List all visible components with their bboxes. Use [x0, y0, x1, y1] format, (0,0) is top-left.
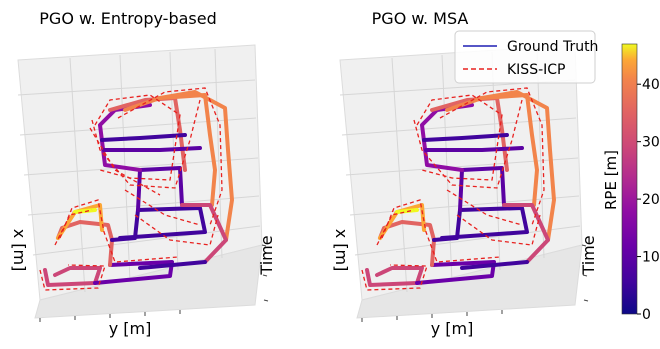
colorbar-gradient [621, 43, 638, 315]
colorbar-tick-label: 10 [642, 250, 660, 266]
time-axis-label: Time [579, 235, 598, 275]
time-axis-label: Time [257, 235, 276, 275]
axis-ticks [361, 244, 589, 322]
axis-ticks [39, 244, 269, 322]
legend-label-ground-truth: Ground Truth [507, 39, 598, 55]
legend-box [454, 30, 596, 84]
ground-truth-path [365, 90, 556, 287]
panel-title: PGO w. Entropy-based [39, 9, 216, 28]
y-axis-label: y [m] [109, 319, 152, 338]
ground-truth-path [43, 90, 234, 287]
panel-entropy: PGO w. Entropy-based y [m] x [m] Time [10, 9, 276, 338]
colorbar-label: RPE [m] [602, 150, 620, 210]
colorbar-tick-label: 20 [642, 192, 660, 208]
colorbar-tick-label: 0 [642, 307, 651, 323]
colorbar-ticks: 0 10 20 30 40 [637, 77, 660, 323]
colorbar: 0 10 20 30 40 RPE [m] [602, 43, 660, 323]
colorbar-tick-label: 40 [642, 77, 660, 93]
kiss-icp-path [361, 87, 545, 291]
x-axis-label: x [m] [332, 229, 351, 272]
legend: Ground Truth KISS-ICP [454, 30, 598, 84]
x-axis-label: x [m] [10, 229, 29, 272]
y-axis-label: y [m] [431, 319, 474, 338]
kiss-icp-path [39, 87, 223, 291]
legend-label-kiss-icp: KISS-ICP [507, 62, 565, 78]
panel-title: PGO w. MSA [372, 9, 469, 28]
panel-msa: PGO w. MSA y [m] x [m] Time [332, 9, 598, 338]
colorbar-tick-label: 30 [642, 135, 660, 151]
